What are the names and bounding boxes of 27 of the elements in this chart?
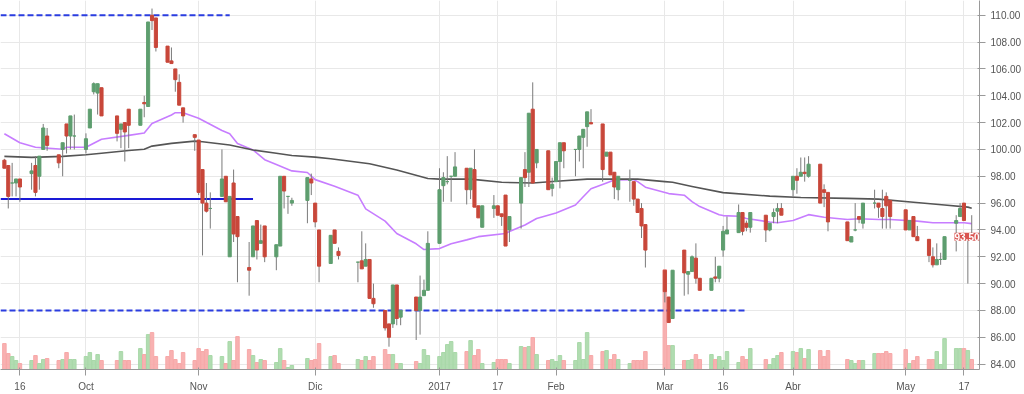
x-tick-label: Oct	[78, 380, 94, 392]
x-tick-label: Nov	[189, 380, 208, 392]
x-tick-label: 16	[717, 380, 730, 392]
x-tick-label: Feb	[547, 380, 566, 392]
y-tick-label: 108.00	[990, 37, 1022, 49]
x-tick-label: 17	[958, 380, 970, 392]
x-tick-label: May	[896, 380, 916, 392]
y-tick-label: 86.00	[990, 332, 1016, 344]
x-tick-label: 16	[14, 380, 26, 392]
y-tick-label: 90.00	[990, 278, 1016, 290]
y-tick-label: 102.00	[990, 117, 1022, 129]
x-tick-label: 17	[492, 380, 504, 392]
y-tick-label: 98.00	[990, 171, 1016, 183]
x-tick-label: 2017	[428, 380, 452, 392]
y-tick-label: 84.00	[990, 359, 1016, 371]
x-tick-label: Abr	[785, 380, 802, 392]
y-tick-label: 96.00	[990, 198, 1016, 210]
y-tick-label: 94.00	[990, 224, 1016, 236]
y-tick-label: 88.00	[990, 305, 1016, 317]
y-tick-label: 106.00	[990, 63, 1022, 75]
y-tick-label: 104.00	[990, 90, 1022, 102]
y-tick-label: 110.00	[990, 10, 1021, 22]
y-tick-label: 100.00	[990, 144, 1022, 156]
x-tick-label: Mar	[656, 380, 675, 392]
annotation: 93.50	[954, 231, 980, 243]
x-tick-label: Dic	[307, 380, 323, 392]
y-tick-label: 92.00	[990, 251, 1016, 263]
